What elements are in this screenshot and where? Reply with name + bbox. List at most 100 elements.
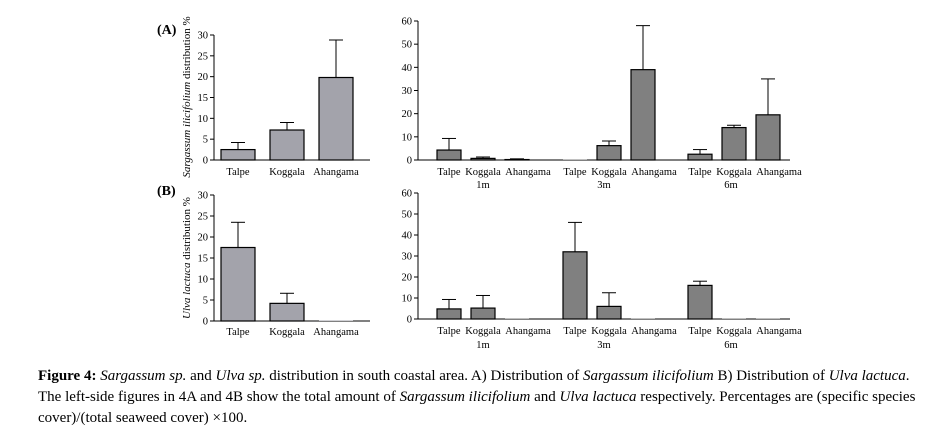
bar	[756, 318, 780, 319]
depth-group-label: 6m	[724, 340, 737, 351]
caption-segment: respectively. Percentages are (specific …	[38, 389, 916, 426]
bar	[722, 318, 746, 319]
depth-group-label: 1m	[476, 340, 489, 351]
caption-segment: distribution in south coastal area. A) D…	[265, 368, 583, 384]
x-tick-label: Koggala	[465, 326, 501, 337]
caption-segment: and	[530, 389, 560, 405]
x-tick-label: Koggala	[591, 326, 627, 337]
y-tick-label: 30	[402, 86, 413, 97]
y-tick-label: 20	[402, 109, 413, 120]
caption-segment: Sargassum ilicifolium	[399, 389, 531, 405]
bar	[318, 76, 354, 161]
caption-segment: and	[186, 368, 216, 384]
panel-label: (A)	[157, 23, 177, 38]
bar	[220, 246, 256, 322]
bar	[687, 153, 713, 161]
y-tick-label: 60	[402, 17, 413, 28]
chart-panel: 0 10 20 30 40 50 60 Talpe Koggala Ahangama Talpe Ko…	[402, 189, 803, 352]
bar	[596, 145, 622, 161]
bar	[269, 302, 305, 322]
bar	[319, 320, 353, 321]
y-tick-label: 0	[407, 156, 412, 167]
y-axis-title-species: Sargassum ilicifolium	[181, 82, 193, 178]
x-tick-label: Talpe	[563, 167, 587, 178]
bar	[721, 126, 747, 161]
bar	[630, 69, 656, 161]
caption-body: Sargassum sp. and Ulva sp. distribution …	[38, 368, 915, 426]
chart-panel: (B) Ulva lactuca distribution % 0 5 10 15 20 25…	[157, 184, 370, 338]
x-tick-label: Ahangama	[313, 327, 359, 338]
caption-label: Figure 4:	[38, 368, 97, 384]
y-axis-title: Ulva lactuca distribution %	[181, 197, 193, 319]
caption-segment: Ulva lactuca	[828, 368, 906, 384]
bar	[269, 129, 305, 161]
x-tick-label: Koggala	[269, 327, 305, 338]
bar	[631, 318, 655, 319]
x-tick-label: Talpe	[226, 327, 250, 338]
y-axis-title-unit: distribution %	[181, 16, 193, 81]
figure-caption: Figure 4: Sargassum sp. and Ulva sp. dis…	[38, 366, 918, 429]
figure-charts: (A) Sargassum ilicifolium distribution % 0…	[157, 16, 803, 352]
y-tick-label: 40	[402, 63, 413, 74]
depth-group-label: 3m	[597, 340, 610, 351]
depth-group-label: 6m	[724, 180, 737, 191]
x-tick-label: Koggala	[269, 167, 305, 178]
bar	[562, 251, 588, 320]
caption-segment: Sargassum ilicifolium	[583, 368, 714, 384]
y-tick-label: 60	[402, 189, 413, 200]
y-tick-label: 30	[198, 31, 209, 42]
x-tick-label: Talpe	[226, 167, 250, 178]
bar	[563, 159, 587, 160]
x-tick-label: Koggala	[716, 167, 752, 178]
bar	[220, 148, 256, 161]
y-tick-label: 30	[198, 191, 209, 202]
chart-panel: (A) Sargassum ilicifolium distribution % 0…	[157, 16, 370, 178]
x-tick-label: Talpe	[563, 326, 587, 337]
x-tick-label: Ahangama	[756, 326, 802, 337]
y-tick-label: 10	[198, 275, 209, 286]
chart-panel: 0 10 20 30 40 50 60 Talpe Koggala Ahangama Talpe Ko…	[402, 17, 803, 192]
y-tick-label: 20	[402, 273, 413, 284]
y-tick-label: 40	[402, 231, 413, 242]
y-axis-title-species: Ulva lactuca	[181, 262, 193, 319]
bar	[505, 318, 529, 319]
y-tick-label: 0	[203, 156, 208, 167]
y-tick-label: 0	[203, 317, 208, 328]
panel-label: (B)	[157, 184, 176, 199]
x-tick-label: Talpe	[688, 326, 712, 337]
bar	[436, 308, 462, 320]
y-tick-label: 10	[402, 294, 413, 305]
x-tick-label: Ahangama	[631, 167, 677, 178]
x-tick-label: Ahangama	[631, 326, 677, 337]
caption-segment: B) Distribution of	[713, 368, 829, 384]
x-tick-label: Talpe	[437, 326, 461, 337]
y-tick-label: 20	[198, 233, 209, 244]
x-tick-label: Ahangama	[505, 326, 551, 337]
y-tick-label: 10	[402, 132, 413, 143]
bar	[436, 149, 462, 161]
y-tick-label: 30	[402, 252, 413, 263]
bar	[687, 284, 713, 320]
x-tick-label: Koggala	[716, 326, 752, 337]
y-axis-title-unit: distribution %	[181, 197, 193, 262]
caption-segment: Sargassum sp.	[100, 368, 187, 384]
x-tick-label: Ahangama	[505, 167, 551, 178]
y-tick-label: 50	[402, 40, 413, 51]
depth-group-label: 1m	[476, 180, 489, 191]
y-tick-label: 50	[402, 210, 413, 221]
x-tick-label: Ahangama	[313, 167, 359, 178]
y-tick-label: 20	[198, 72, 209, 83]
bar	[755, 114, 781, 161]
y-tick-label: 15	[198, 254, 209, 265]
x-tick-label: Koggala	[465, 167, 501, 178]
y-tick-label: 10	[198, 114, 209, 125]
caption-segment: . The left-side figures in 4A and 4B sho…	[38, 368, 910, 405]
y-tick-label: 0	[407, 315, 412, 326]
y-tick-label: 25	[198, 212, 209, 223]
y-axis-title: Sargassum ilicifolium distribution %	[181, 16, 193, 177]
caption-segment: Ulva sp.	[215, 368, 266, 384]
y-tick-label: 25	[198, 51, 209, 62]
y-tick-label: 5	[203, 135, 208, 146]
x-tick-label: Talpe	[688, 167, 712, 178]
y-tick-label: 5	[203, 296, 208, 307]
